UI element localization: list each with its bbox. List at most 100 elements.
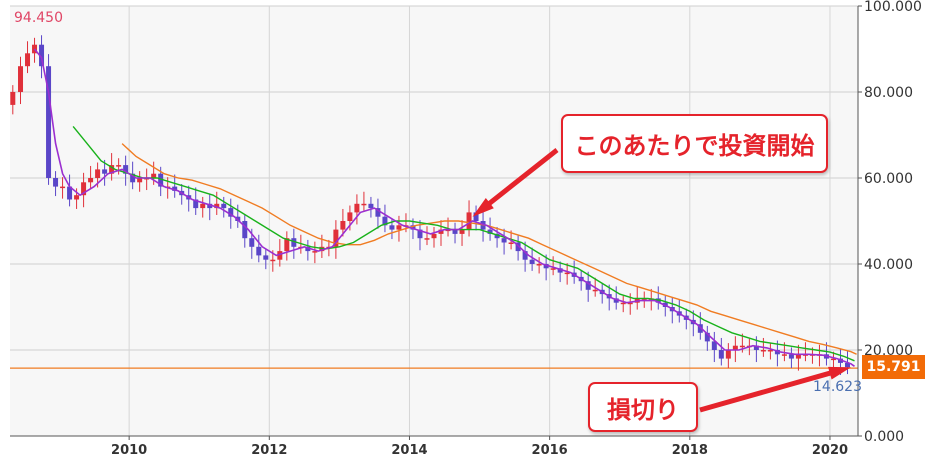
high-label: 94.450	[14, 10, 63, 26]
candle-body	[704, 332, 710, 342]
ma-short-line	[33, 48, 855, 367]
candle-body	[151, 173, 157, 178]
candle-body	[452, 229, 458, 234]
candle-body	[158, 173, 164, 187]
candle-body	[501, 238, 507, 243]
x-tick-label: 2012	[251, 443, 287, 458]
candle-body	[228, 208, 234, 217]
candle-body	[277, 251, 283, 260]
candle-body	[627, 302, 633, 305]
y-tick-label: 60.000	[864, 171, 913, 187]
candle-body	[39, 44, 45, 67]
candle-body	[88, 178, 94, 183]
y-tick-label: 0.000	[864, 429, 904, 445]
x-axis-ticks: 2010 2012 2014 2016 2018 2020	[111, 436, 848, 458]
candle-body	[781, 354, 787, 356]
candle-body	[830, 358, 836, 361]
candle-body	[172, 186, 178, 191]
candle-body	[844, 362, 850, 368]
candle-body	[753, 345, 759, 350]
candle-body	[382, 216, 388, 226]
candle-body	[494, 233, 500, 239]
candle-body	[431, 233, 437, 239]
candle-body	[18, 66, 24, 92]
x-tick-label: 2010	[111, 443, 147, 458]
candle-body	[613, 298, 619, 303]
candle-body	[25, 53, 31, 67]
candle-body	[249, 238, 255, 247]
x-tick-label: 2020	[812, 443, 848, 458]
candle-body	[550, 268, 556, 270]
candle-body	[732, 345, 738, 350]
candle-body	[466, 212, 472, 230]
candle-body	[767, 350, 773, 352]
candle-body	[473, 212, 479, 221]
candle-body	[739, 345, 745, 348]
x-tick-label: 2014	[391, 443, 427, 458]
candle-body	[256, 246, 262, 256]
ma-mid-line	[72, 125, 855, 362]
candle-body	[718, 350, 724, 359]
candle-body	[788, 354, 794, 359]
candle-body	[417, 229, 423, 239]
candle-body	[620, 302, 626, 305]
candle-body	[284, 238, 290, 252]
candle-body	[641, 298, 647, 300]
candle-body	[340, 221, 346, 230]
candle-body	[263, 255, 269, 260]
candle-body	[837, 358, 843, 363]
candle-body	[221, 203, 227, 209]
candle-body	[67, 186, 73, 200]
candle-body	[95, 169, 101, 178]
candle-body	[508, 242, 514, 244]
candle-body	[795, 354, 801, 359]
candle-body	[109, 165, 115, 174]
candle-body	[333, 229, 339, 247]
candle-body	[438, 229, 444, 234]
candle-body	[529, 259, 535, 264]
annotation-arrows	[472, 148, 851, 413]
candle-body	[347, 212, 353, 221]
candle-body	[53, 178, 59, 187]
x-tick-label: 2016	[532, 443, 568, 458]
candle-body	[396, 225, 402, 230]
candle-body	[305, 246, 311, 252]
candle-body	[74, 195, 80, 200]
candle-body	[10, 92, 16, 105]
candle-body	[557, 268, 563, 273]
candle-body	[291, 238, 297, 247]
candle-body	[242, 221, 248, 239]
candle-body	[214, 203, 220, 209]
stop-loss-arrow	[699, 366, 851, 413]
candle-body	[137, 178, 143, 183]
candle-body	[536, 264, 542, 266]
candle-body	[207, 203, 213, 209]
candle-body	[102, 169, 108, 174]
candle-body	[354, 203, 360, 213]
candle-body	[368, 203, 374, 209]
candle-body	[592, 289, 598, 292]
candle-body	[375, 208, 381, 217]
plot-area	[10, 6, 858, 436]
investment-start-callout: このあたりで投資開始	[561, 114, 828, 173]
candle-body	[487, 229, 493, 234]
candle-body	[200, 203, 206, 209]
candle-body	[116, 165, 122, 167]
stop-loss-callout: 損切り	[588, 382, 698, 432]
ma-long-line	[121, 143, 857, 355]
y-tick-label: 80.000	[864, 85, 913, 101]
candle-body	[725, 350, 731, 359]
candle-body	[130, 173, 136, 183]
x-tick-label: 2018	[672, 443, 708, 458]
candle-body	[522, 251, 528, 260]
candle-body	[711, 341, 717, 350]
candle-body	[774, 350, 780, 355]
candle-body	[46, 66, 52, 178]
low-label: 14.623	[813, 379, 862, 395]
current-price-tag: 15.791	[862, 355, 925, 379]
candle-body	[312, 251, 318, 253]
candle-body	[459, 229, 465, 234]
candle-body	[81, 182, 87, 196]
